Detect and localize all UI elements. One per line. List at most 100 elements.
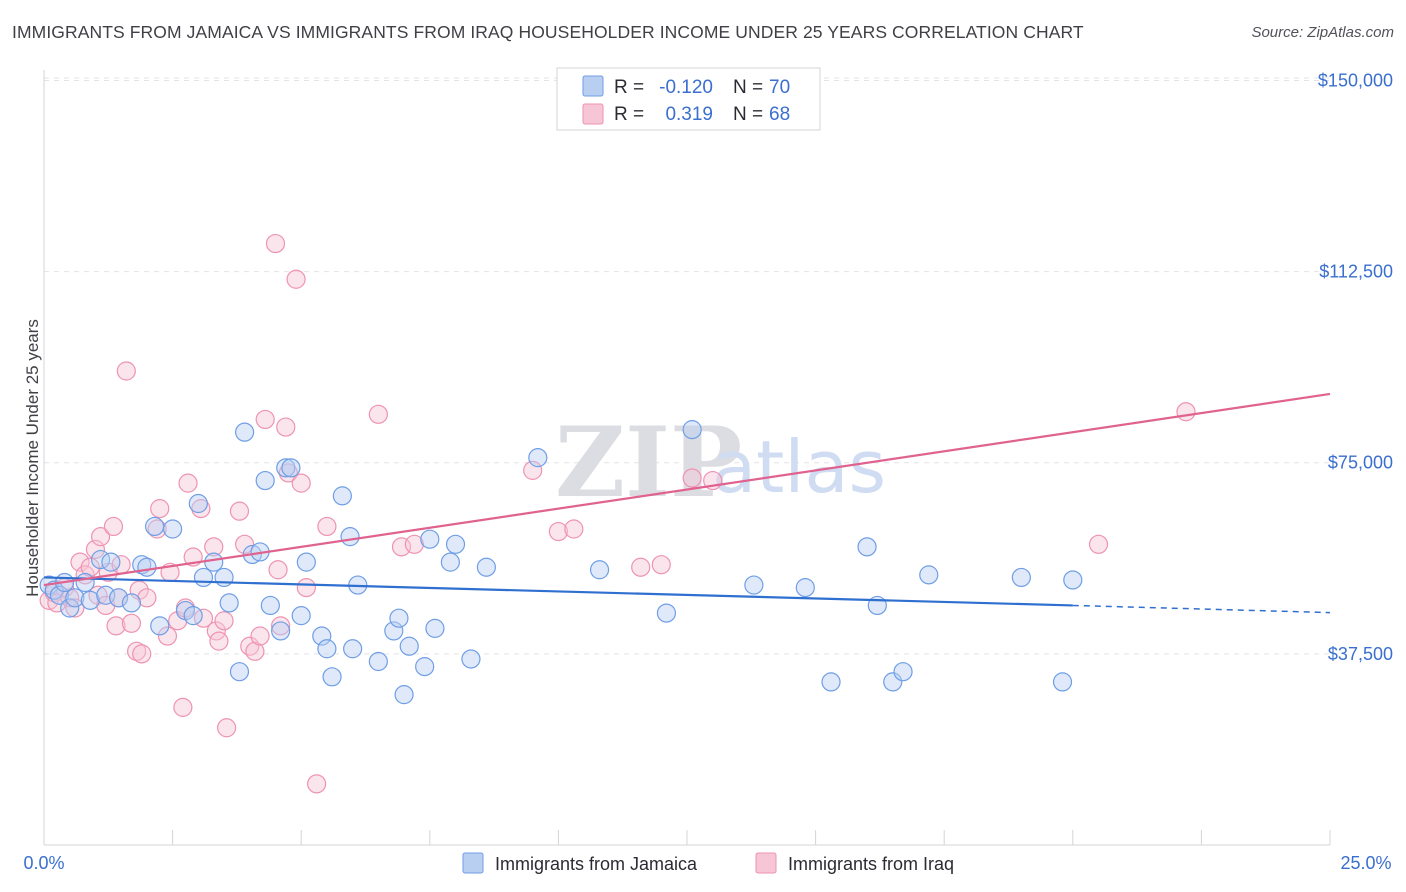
iraq-point	[268, 560, 288, 580]
iraq-point	[240, 636, 260, 656]
jamaica-point	[1011, 567, 1031, 588]
trend-line-jamaica	[43, 576, 1073, 607]
jamaica-point	[682, 420, 702, 440]
iraq-point	[651, 555, 671, 575]
jamaica-point	[271, 621, 291, 641]
jamaica-point	[137, 557, 157, 577]
iraq-point	[204, 537, 224, 557]
jamaica-point	[276, 458, 296, 478]
jamaica-point	[183, 606, 203, 626]
iraq-point	[368, 404, 388, 424]
jamaica-point	[795, 578, 815, 598]
x-tick-marks	[43, 830, 1331, 845]
legend-r-label-iraq: R =	[614, 104, 644, 125]
jamaica-point	[821, 672, 841, 692]
jamaica-point	[589, 560, 610, 580]
grid-lines	[44, 77, 1330, 655]
iraq-point	[255, 409, 275, 430]
iraq-point	[291, 473, 311, 493]
iraq-point	[90, 527, 111, 547]
jamaica-point	[1063, 570, 1083, 590]
watermark-zip: ZIP	[555, 406, 742, 519]
jamaica-point	[476, 557, 496, 577]
bottom-legend-label-jamaica: Immigrants from Jamaica	[495, 854, 698, 874]
chart-title: IMMIGRANTS FROM JAMAICA VS IMMIGRANTS FR…	[12, 22, 1084, 42]
iraq-point	[85, 539, 106, 559]
iraq-point	[132, 644, 152, 664]
bottom-legend-swatch-iraq	[755, 852, 777, 874]
jamaica-point	[857, 537, 877, 557]
jamaica-point	[235, 422, 255, 442]
jamaica-point	[420, 529, 440, 549]
iraq-point	[317, 516, 337, 537]
iraq-point	[271, 616, 291, 636]
legend-n-value-iraq: 68	[769, 104, 790, 125]
y-tick-label: $112,500	[1319, 262, 1393, 282]
jamaica-point	[291, 606, 311, 626]
jamaica-point	[425, 618, 445, 638]
jamaica-point	[399, 636, 419, 656]
iraq-point	[214, 611, 234, 631]
jamaica-point	[255, 470, 275, 491]
bottom-legend-swatch-jamaica	[462, 852, 484, 874]
jamaica-point	[893, 662, 913, 682]
iraq-point	[307, 774, 327, 794]
y-tick-label: $150,000	[1318, 70, 1393, 90]
legend: R = -0.120 N = 70 R = 0.319 N = 68	[556, 67, 821, 131]
jamaica-point	[1052, 672, 1073, 692]
y-tick-labels: $37,500 $75,000 $112,500 $150,000	[1318, 70, 1393, 663]
jamaica-point	[322, 667, 342, 687]
jamaica-point	[229, 662, 250, 682]
jamaica-point	[188, 493, 208, 514]
jamaica-point	[80, 590, 100, 610]
jamaica-point	[343, 639, 363, 659]
iraq-point	[296, 578, 316, 598]
iraq-point	[245, 641, 265, 661]
iraq-point	[265, 233, 286, 254]
iraq-point	[1088, 534, 1109, 554]
jamaica-point	[656, 603, 677, 623]
bottom-legend-label-iraq: Immigrants from Iraq	[788, 854, 954, 874]
jamaica-point	[101, 552, 121, 572]
iraq-point	[116, 361, 136, 381]
iraq-point	[682, 468, 702, 488]
iraq-point	[126, 641, 147, 661]
iraq-point	[147, 519, 167, 539]
jamaica-point	[415, 657, 435, 677]
jamaica-point	[312, 626, 332, 646]
jamaica-point	[163, 519, 183, 539]
iraq-point	[65, 598, 85, 618]
trend-lines	[43, 392, 1331, 614]
watermark: ZIP atlas	[555, 406, 886, 519]
jamaica-point	[394, 685, 414, 705]
trend-line-iraq	[43, 392, 1331, 587]
iraq-point	[548, 521, 569, 542]
watermark-atlas: atlas	[712, 425, 886, 509]
jamaica-point	[528, 448, 548, 468]
iraq-point	[229, 501, 250, 521]
jamaica-point	[883, 672, 903, 692]
jamaica-point	[744, 575, 764, 595]
jamaica-point	[60, 598, 80, 618]
jamaica-point	[204, 552, 224, 572]
jamaica-point	[219, 593, 239, 613]
legend-r-value-iraq: 0.319	[665, 104, 713, 125]
x-tick-label-max: 25.0%	[1340, 853, 1391, 873]
iraq-point	[173, 697, 193, 717]
iraq-point	[286, 269, 306, 289]
legend-n-label-iraq: N =	[733, 104, 763, 125]
iraq-point	[276, 417, 296, 437]
y-tick-label: $37,500	[1328, 644, 1393, 664]
jamaica-point	[108, 588, 129, 608]
jamaica-point	[389, 608, 409, 628]
iraq-point	[70, 552, 90, 572]
iraq-point	[250, 626, 270, 646]
legend-n-label-jamaica: N =	[733, 77, 763, 98]
series-iraq-points	[39, 233, 1196, 794]
iraq-point	[157, 626, 178, 646]
iraq-point	[191, 499, 211, 519]
iraq-point	[564, 519, 584, 539]
jamaica-point	[461, 649, 481, 669]
iraq-point	[80, 557, 100, 577]
